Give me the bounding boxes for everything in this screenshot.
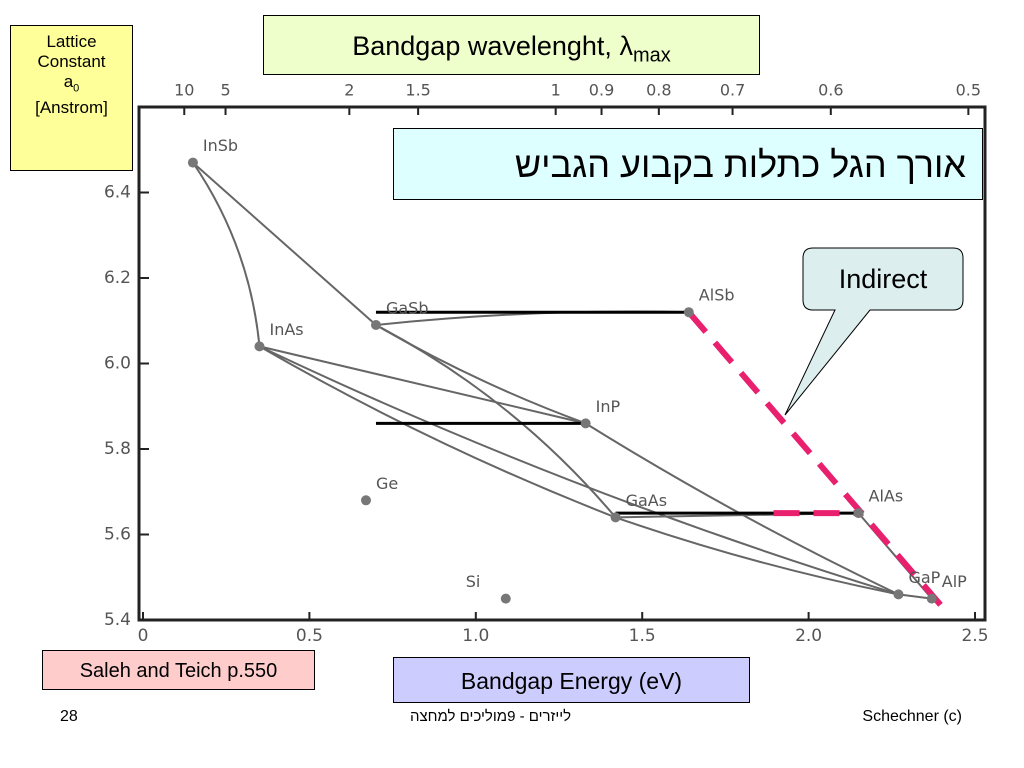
y-tick-label: 6.4 [104,183,131,203]
y-label-line: Constant [37,52,106,71]
point [254,341,265,352]
point-label: AlSb [699,286,735,305]
top-axis-title: Bandgap wavelenght, λmax [263,15,760,75]
x2-tick-label: 2 [344,81,354,100]
source-note: Saleh and Teich p.550 [42,650,315,690]
callout-text: Indirect [838,264,928,294]
subscript: 0 [73,82,80,95]
point-label: InP [596,397,621,416]
x2-tick-label: 5 [220,81,230,100]
x2-tick-label: 0.5 [956,81,981,100]
point-label: GaSb [386,299,429,318]
alloy-curve [898,593,932,600]
x-tick-label: 2.5 [961,626,988,646]
y-tick-label: 5.6 [104,525,131,545]
x-tick-label: 1.5 [629,626,656,646]
alloy-curve [192,161,377,326]
alloy-curve [258,345,616,519]
point [580,418,591,429]
y-tick-label: 5.4 [104,610,131,630]
symbol: a [63,72,74,91]
subscript: max [632,44,671,67]
point-label: InAs [269,320,303,339]
point-label: AlAs [869,487,904,506]
x-axis-label: Bandgap Energy (eV) [393,657,750,703]
x2-tick-label: 10 [174,81,194,100]
y-label-line: Lattice [46,32,97,51]
x2-tick-label: 1.5 [405,81,430,100]
title-text: Bandgap wavelenght, λ [352,31,633,61]
alloy-curve [259,345,586,425]
point [500,593,511,604]
y-tick-label: 6.0 [104,354,131,374]
y-label-symbol: a0 [11,72,132,98]
point-label: AlP [942,572,967,591]
point-label: Ge [376,474,398,493]
x-tick-label: 1.0 [462,626,489,646]
y-axis-label: Lattice Constant a0 [Anstrom] [10,25,133,171]
x2-tick-label: 0.8 [646,81,671,100]
hebrew-note: אורך הגל כתלות בקבוע הגביש [393,128,983,200]
point-label: GaP [908,568,940,587]
point [187,157,198,168]
x2-tick-label: 0.9 [589,81,614,100]
y-label-unit: [Anstrom] [35,98,108,118]
alloy-curve [259,345,899,596]
page-number: 28 [60,708,78,725]
x2-tick-label: 0.6 [818,81,843,100]
point-label: InSb [203,136,238,155]
x2-tick-label: 0.7 [720,81,745,100]
indirect-dash [686,310,947,611]
point-label: GaAs [626,491,667,510]
alloy-curve [615,516,899,596]
point [893,589,904,600]
point [683,307,694,318]
y-tick-label: 5.8 [104,439,131,459]
x-tick-label: 0.5 [296,626,323,646]
x-tick-label: 0 [138,626,149,646]
point [853,508,864,519]
alloy-curve [192,162,261,347]
x2-tick-label: 1 [551,81,561,100]
author: Schechner (c) [862,708,962,725]
point-label: Si [466,572,481,591]
y-tick-label: 6.2 [104,268,131,288]
alloy-curve [375,324,586,425]
point [610,512,621,523]
point [360,495,371,506]
point [370,320,381,331]
x-tick-label: 2.0 [795,626,822,646]
course-name: לייזרים - 9מוליכים למחצה [410,708,572,725]
point [926,593,937,604]
